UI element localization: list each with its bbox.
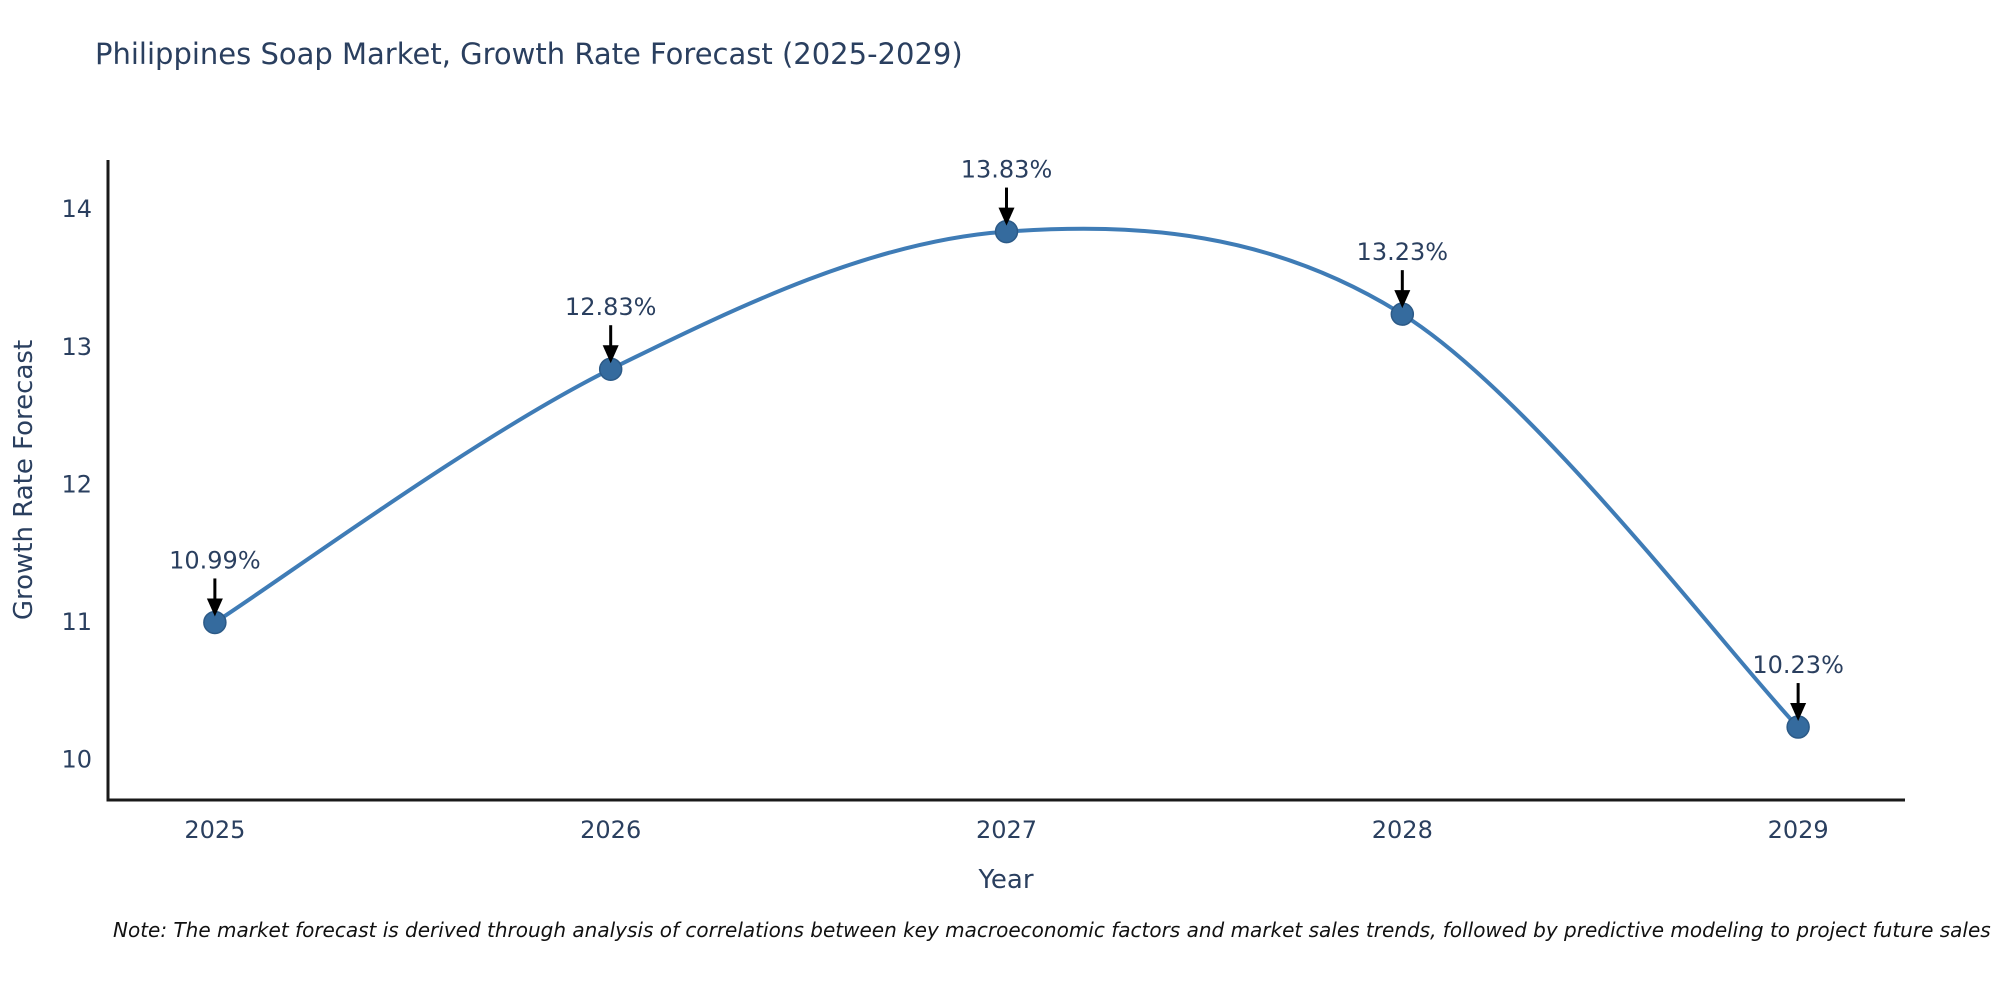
point-value-label: 13.23% [1357,238,1449,266]
x-tick-label: 2026 [580,816,641,844]
x-tick-label: 2027 [976,816,1037,844]
y-tick-label: 13 [61,333,92,361]
point-value-label: 10.99% [169,546,261,574]
x-tick-label: 2029 [1768,816,1829,844]
axes: 10 11 12 13 14 2025 2026 2027 2028 2029 [61,160,1905,844]
annotation-arrowhead-icon [1790,703,1807,722]
y-tick-label: 10 [61,746,92,774]
x-tick-label: 2025 [184,816,245,844]
trend-line [212,226,1801,730]
x-tick-label: 2028 [1372,816,1433,844]
annotation-arrowhead-icon [998,207,1015,226]
point-value-label: 12.83% [565,293,657,321]
point-value-label: 10.23% [1752,651,1844,679]
chart-title: Philippines Soap Market, Growth Rate For… [95,37,963,71]
y-tick-label: 14 [61,195,92,223]
annotations: 10.99% 12.83% 13.83% 13.23% 10.23% [169,156,1844,722]
annotation-arrowhead-icon [1394,290,1411,309]
y-tick-label: 12 [61,470,92,498]
annotation-arrowhead-icon [206,598,223,617]
x-axis-title: Year [977,865,1033,895]
footnote: Note: The market forecast is derived thr… [113,918,1991,942]
point-value-label: 13.83% [961,156,1053,184]
axis-lines [106,160,1905,802]
y-tick-label: 11 [61,608,92,636]
data-series [203,219,1810,739]
annotation-arrowhead-icon [602,345,619,364]
y-axis-title: Growth Rate Forecast [9,340,39,620]
